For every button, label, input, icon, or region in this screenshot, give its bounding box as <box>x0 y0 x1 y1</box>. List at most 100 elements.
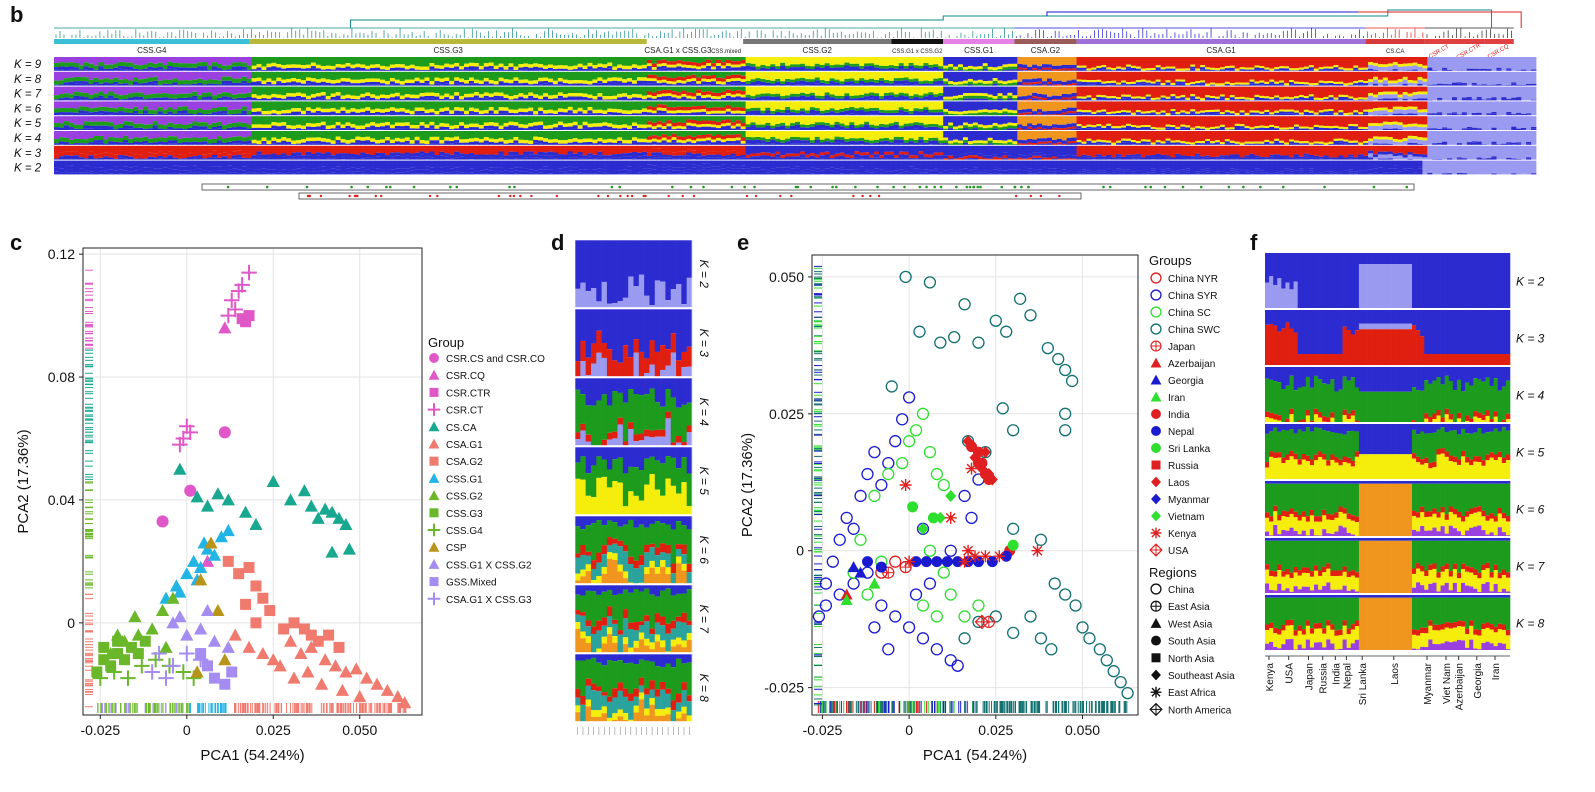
ancestry-segment <box>1353 98 1358 100</box>
ancestry-segment <box>1032 65 1037 68</box>
ancestry-segment <box>825 84 830 86</box>
ancestry-segment <box>652 116 657 123</box>
ancestry-segment <box>1052 69 1057 71</box>
ancestry-segment <box>701 101 706 105</box>
ancestry-segment <box>1012 123 1017 126</box>
ancestry-segment <box>988 67 993 70</box>
ancestry-segment <box>133 69 138 71</box>
ancestry-segment <box>420 99 425 100</box>
ancestry-segment <box>1343 87 1348 95</box>
ancestry-segment <box>676 129 681 130</box>
ancestry-segment <box>321 72 326 79</box>
ancestry-segment <box>1388 112 1393 115</box>
ancestry-segment <box>1037 113 1042 115</box>
ancestry-segment <box>420 114 425 115</box>
ancestry-segment <box>336 101 341 109</box>
ancestry-segment <box>1086 112 1091 114</box>
ancestry-segment <box>1521 57 1526 70</box>
ancestry-segment <box>69 123 74 127</box>
ancestry-segment <box>1096 84 1101 86</box>
ancestry-segment <box>1161 57 1166 67</box>
ancestry-segment <box>182 125 187 129</box>
ancestry-segment <box>741 64 746 67</box>
ancestry-segment <box>207 92 212 96</box>
ancestry-segment <box>212 116 217 123</box>
ancestry-segment <box>810 69 815 71</box>
ancestry-segment <box>301 72 306 80</box>
ancestry-segment <box>795 78 800 81</box>
ancestry-segment <box>370 57 375 65</box>
ancestry-segment <box>765 101 770 107</box>
ancestry-segment <box>755 72 760 78</box>
ancestry-segment <box>54 116 59 123</box>
ancestry-segment <box>385 109 390 112</box>
ancestry-segment <box>518 108 523 111</box>
ancestry-segment <box>884 127 889 130</box>
ancestry-segment <box>227 93 232 97</box>
ancestry-segment <box>64 97 69 100</box>
ancestry-segment <box>1116 82 1121 84</box>
ancestry-segment <box>217 64 222 68</box>
ancestry-segment <box>212 62 217 66</box>
ancestry-segment <box>133 72 138 78</box>
ancestry-segment <box>459 82 464 85</box>
ancestry-segment <box>336 125 341 128</box>
ancestry-segment <box>642 68 647 70</box>
ancestry-segment <box>716 69 721 71</box>
ancestry-segment <box>425 87 430 93</box>
ancestry-segment <box>192 87 197 92</box>
ancestry-segment <box>642 84 647 86</box>
ancestry-segment <box>138 79 143 83</box>
ancestry-segment <box>780 123 785 126</box>
ancestry-segment <box>854 114 859 115</box>
ancestry-segment <box>667 87 672 90</box>
ancestry-segment <box>553 84 558 85</box>
ancestry-segment <box>731 57 736 61</box>
ancestry-segment <box>508 113 513 115</box>
ancestry-segment <box>780 126 785 129</box>
ancestry-segment <box>281 95 286 98</box>
ancestry-segment <box>938 87 943 94</box>
ancestry-segment <box>1072 93 1077 96</box>
ancestry-segment <box>652 64 657 67</box>
ancestry-segment <box>1304 114 1309 115</box>
ancestry-segment <box>54 113 59 116</box>
ancestry-segment <box>518 100 523 101</box>
ancestry-segment <box>647 84 652 86</box>
ancestry-segment <box>993 70 998 71</box>
ancestry-segment <box>711 93 716 96</box>
ancestry-segment <box>341 57 346 65</box>
ancestry-segment <box>474 101 479 108</box>
ancestry-segment <box>1215 101 1220 109</box>
ancestry-segment <box>597 93 602 96</box>
ancestry-segment <box>523 109 528 112</box>
ancestry-segment <box>1131 87 1136 97</box>
ancestry-segment <box>1185 98 1190 100</box>
ancestry-segment <box>1378 108 1383 111</box>
ancestry-segment <box>844 72 849 79</box>
ancestry-segment <box>405 72 410 80</box>
ancestry-segment <box>923 69 928 71</box>
ancestry-segment <box>1037 127 1042 129</box>
ancestry-segment <box>859 95 864 98</box>
ancestry-segment <box>370 98 375 101</box>
ancestry-segment <box>108 79 113 83</box>
ancestry-segment <box>508 96 513 99</box>
ancestry-segment <box>993 84 998 86</box>
ancestry-segment <box>1052 114 1057 115</box>
ancestry-segment <box>820 101 825 110</box>
ancestry-segment <box>706 91 711 94</box>
ancestry-segment <box>108 84 113 86</box>
ancestry-segment <box>928 110 933 113</box>
ancestry-segment <box>790 126 795 129</box>
ancestry-segment <box>1062 100 1067 101</box>
ancestry-segment <box>1245 57 1250 68</box>
ancestry-segment <box>1363 101 1368 109</box>
ancestry-segment <box>439 101 444 108</box>
ancestry-segment <box>1264 67 1269 69</box>
ancestry-segment <box>1492 57 1497 71</box>
ancestry-segment <box>914 85 919 86</box>
ancestry-segment <box>1141 82 1146 84</box>
ancestry-segment <box>523 112 528 115</box>
ancestry-segment <box>123 99 128 100</box>
